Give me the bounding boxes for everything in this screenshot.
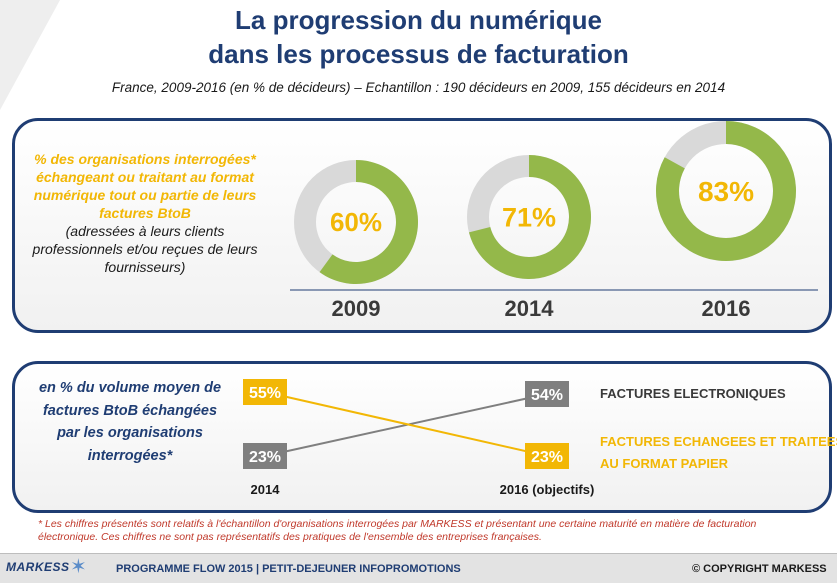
donut-value-label-2014: 71%: [502, 202, 556, 232]
data-point-box-0-1: [525, 381, 569, 407]
brand-star-icon: ✶: [70, 556, 87, 578]
donut-filled-2016: [655, 121, 797, 261]
volume-panel-description: en % du volume moyen de factures BtoB éc…: [38, 380, 222, 464]
page-title-line1: La progression du numérique: [235, 5, 602, 35]
donut-year-label-2016: 2016: [702, 296, 751, 321]
footer-program: PROGRAMME FLOW 2015 | PETIT-DEJEUNER INF…: [116, 563, 461, 575]
x-axis-label-0: 2014: [251, 482, 281, 497]
page-title-line2: dans les processus de facturation: [208, 39, 629, 69]
donut-description-sub: (adressées à leurs clients professionnel…: [32, 223, 258, 275]
footnote: * Les chiffres présentés sont relatifs à…: [38, 518, 757, 543]
data-point-box-1-0: [243, 379, 287, 405]
data-point-label-1-0: 55%: [249, 385, 281, 402]
donut-value-label-2009: 60%: [330, 207, 382, 237]
legend-paper-line2: AU FORMAT PAPIER: [600, 456, 729, 471]
legend-electronic: FACTURES ELECTRONIQUES: [600, 386, 786, 401]
footer-copyright: © COPYRIGHT MARKESS: [692, 563, 827, 575]
page-subtitle: France, 2009-2016 (en % de décideurs) – …: [111, 80, 726, 95]
donut-value-label-2016: 83%: [698, 176, 754, 207]
corner-decoration: [0, 0, 60, 110]
legend-paper-line1: FACTURES ECHANGEES ET TRAITEES: [600, 434, 837, 449]
donut-description-main: % des organisations interrogées* échange…: [33, 151, 257, 221]
footer-bar: MARKESS ✶ PROGRAMME FLOW 2015 | PETIT-DE…: [0, 553, 837, 583]
data-point-label-0-0: 23%: [249, 449, 281, 466]
data-point-box-1-1: [525, 443, 569, 469]
data-point-label-0-1: 54%: [531, 387, 563, 404]
donut-filled-2014: [468, 155, 592, 280]
donut-filled-2009: [319, 160, 418, 284]
donut-year-label-2014: 2014: [505, 296, 555, 321]
donut-panel-description: % des organisations interrogées* échange…: [30, 150, 260, 276]
series-line-1: [264, 391, 548, 457]
x-axis-label-1: 2016 (objectifs): [500, 482, 595, 497]
data-point-box-0-0: [243, 443, 287, 469]
volume-panel: [12, 361, 832, 513]
donut-year-label-2009: 2009: [332, 296, 381, 321]
data-point-label-1-1: 23%: [531, 449, 563, 466]
footer-brand: MARKESS: [6, 560, 70, 574]
